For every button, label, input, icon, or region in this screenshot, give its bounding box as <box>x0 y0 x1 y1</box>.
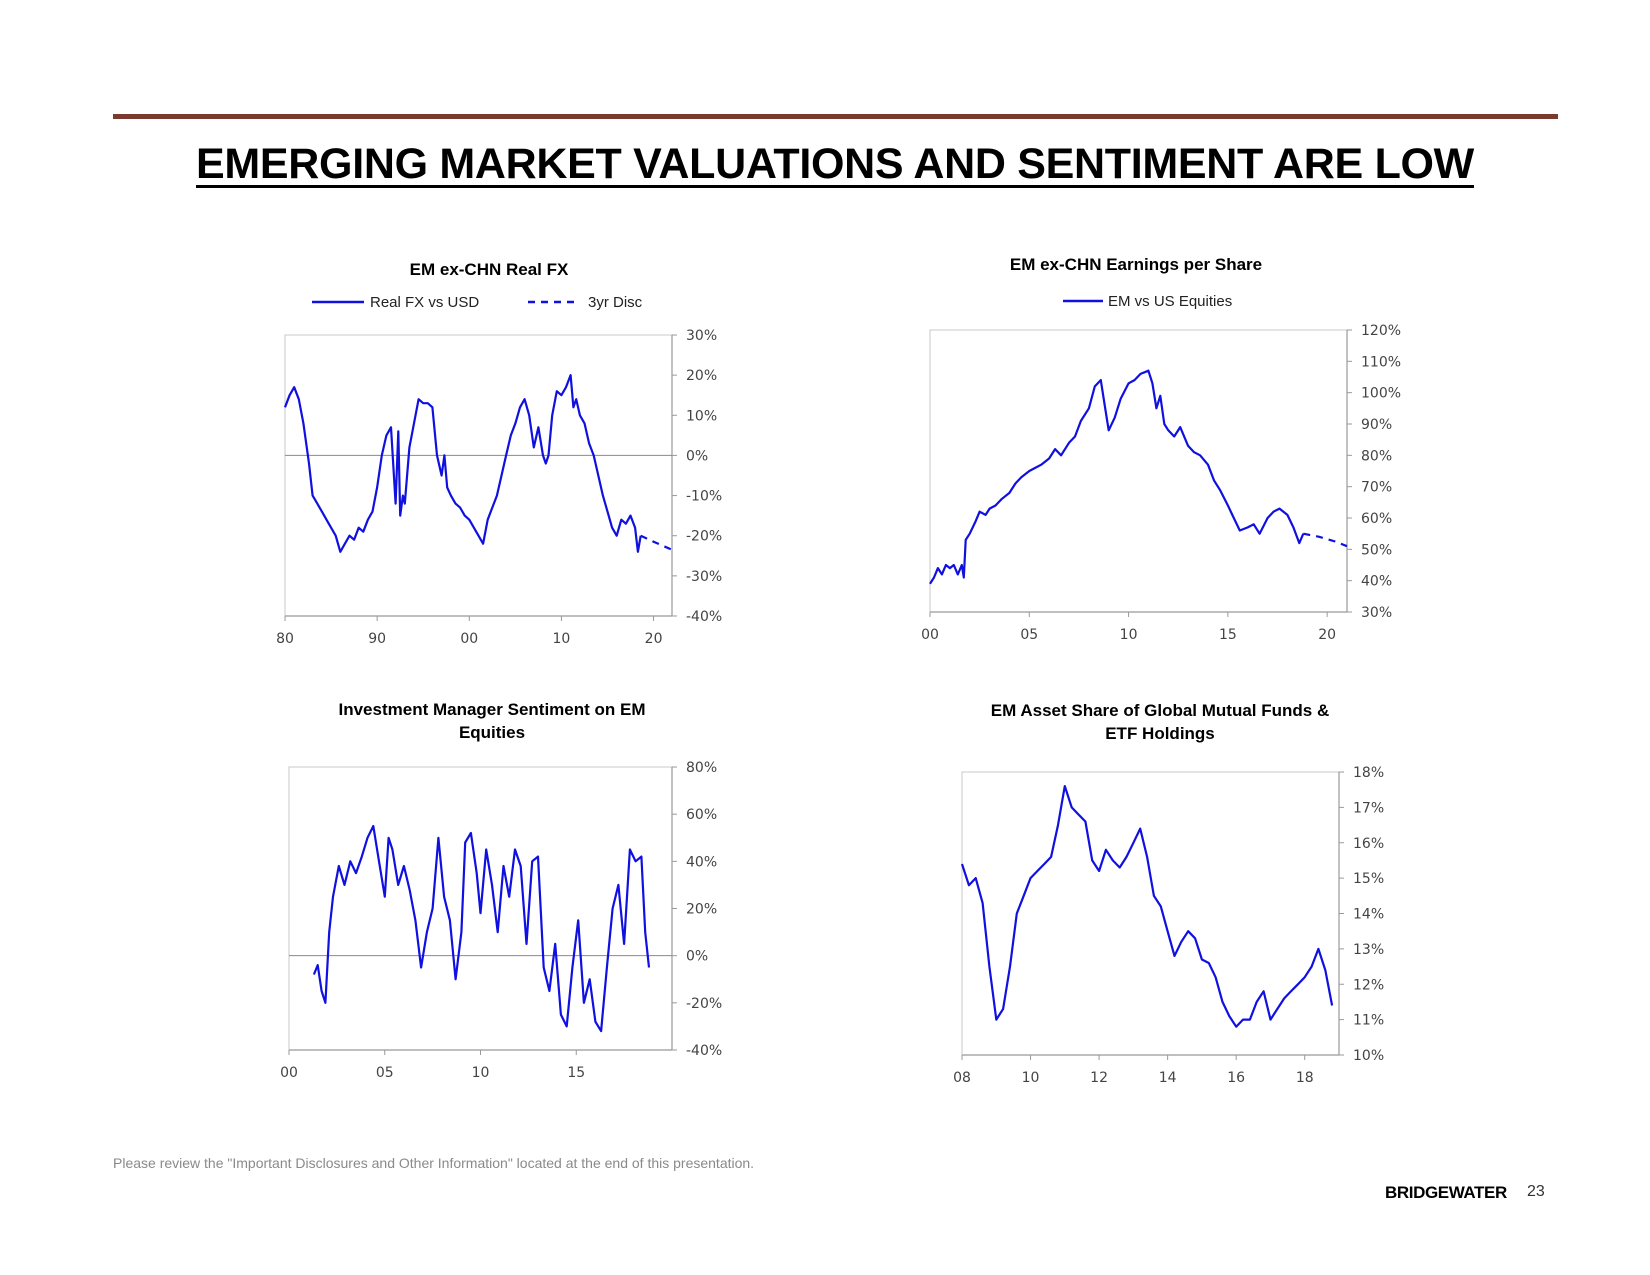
y-tick-label: 40% <box>1361 574 1392 590</box>
y-tick-label: 10% <box>1353 1048 1384 1064</box>
legend-label: 3yr Disc <box>588 294 643 311</box>
chart-title: EM ex-CHN Earnings per Share <box>1010 255 1262 274</box>
y-tick-label: 80% <box>1361 448 1392 464</box>
y-tick-label: 20% <box>686 902 717 918</box>
y-tick-label: 40% <box>686 854 717 870</box>
y-tick-label: 11% <box>1353 1013 1384 1029</box>
y-tick-label: -30% <box>686 569 722 585</box>
y-tick-label: 30% <box>686 328 717 344</box>
chart-title: Investment Manager Sentiment on EM Equiti… <box>339 700 646 742</box>
x-tick-label: 18 <box>1296 1070 1314 1086</box>
y-tick-label: 16% <box>1353 836 1384 852</box>
y-tick-label: 18% <box>1353 765 1384 781</box>
series-line <box>929 369 1305 585</box>
chart-title: EM Asset Share of Global Mutual Funds & E… <box>991 701 1329 743</box>
plot-frame <box>288 766 673 1051</box>
series-line <box>283 374 642 553</box>
disclaimer-text: Please review the "Important Disclosures… <box>113 1155 755 1171</box>
y-tick-label: 20% <box>686 368 717 384</box>
x-tick-label: 00 <box>280 1065 298 1081</box>
x-tick-label: 15 <box>1219 627 1237 643</box>
y-tick-label: -40% <box>686 609 722 625</box>
y-tick-label: 30% <box>1361 605 1392 621</box>
y-tick-label: -10% <box>686 489 722 505</box>
y-tick-label: 110% <box>1361 354 1401 370</box>
plot-frame <box>284 334 673 617</box>
y-tick-label: 0% <box>686 949 708 965</box>
legend-label: Real FX vs USD <box>370 294 479 311</box>
chart-title: EM ex-CHN Real FX <box>410 260 569 279</box>
x-tick-label: 00 <box>921 627 939 643</box>
y-tick-label: 12% <box>1353 977 1384 993</box>
x-tick-label: 20 <box>1318 627 1336 643</box>
brand-logo: BRIDGEWATER <box>1385 1183 1507 1202</box>
x-tick-label: 12 <box>1090 1070 1108 1086</box>
y-tick-label: 17% <box>1353 800 1384 816</box>
y-tick-label: -20% <box>686 996 722 1012</box>
series-line <box>312 824 651 1033</box>
x-tick-label: 10 <box>553 631 571 647</box>
y-tick-label: -20% <box>686 529 722 545</box>
y-tick-label: 13% <box>1353 942 1384 958</box>
y-tick-label: 14% <box>1353 907 1384 923</box>
x-tick-label: 10 <box>1120 627 1138 643</box>
x-tick-label: 08 <box>953 1070 971 1086</box>
x-tick-label: 20 <box>645 631 663 647</box>
plot-frame <box>929 329 1348 613</box>
top-rule <box>113 114 1558 119</box>
y-tick-label: 0% <box>686 448 708 464</box>
series-line <box>1303 532 1348 548</box>
x-tick-label: 05 <box>376 1065 394 1081</box>
x-tick-label: 10 <box>472 1065 490 1081</box>
x-tick-label: 15 <box>567 1065 585 1081</box>
series-line <box>640 534 673 551</box>
x-tick-label: 90 <box>368 631 386 647</box>
y-tick-label: 90% <box>1361 417 1392 433</box>
series-line <box>960 784 1334 1028</box>
x-tick-label: 00 <box>460 631 478 647</box>
legend-label: EM vs US Equities <box>1108 293 1232 310</box>
x-tick-label: 80 <box>276 631 294 647</box>
y-tick-label: 10% <box>686 408 717 424</box>
x-tick-label: 16 <box>1227 1070 1245 1086</box>
y-tick-label: 15% <box>1353 871 1384 887</box>
x-tick-label: 14 <box>1159 1070 1177 1086</box>
x-tick-label: 05 <box>1020 627 1038 643</box>
x-tick-label: 10 <box>1022 1070 1040 1086</box>
page-title: EMERGING MARKET VALUATIONS AND SENTIMENT… <box>196 140 1474 188</box>
plot-frame <box>961 771 1340 1056</box>
page-number: 23 <box>1527 1183 1545 1200</box>
y-tick-label: 60% <box>1361 511 1392 527</box>
y-tick-label: 70% <box>1361 480 1392 496</box>
y-tick-label: 50% <box>1361 542 1392 558</box>
y-tick-label: -40% <box>686 1043 722 1059</box>
y-tick-label: 120% <box>1361 323 1401 339</box>
y-tick-label: 80% <box>686 760 717 776</box>
y-tick-label: 60% <box>686 807 717 823</box>
y-tick-label: 100% <box>1361 386 1401 402</box>
